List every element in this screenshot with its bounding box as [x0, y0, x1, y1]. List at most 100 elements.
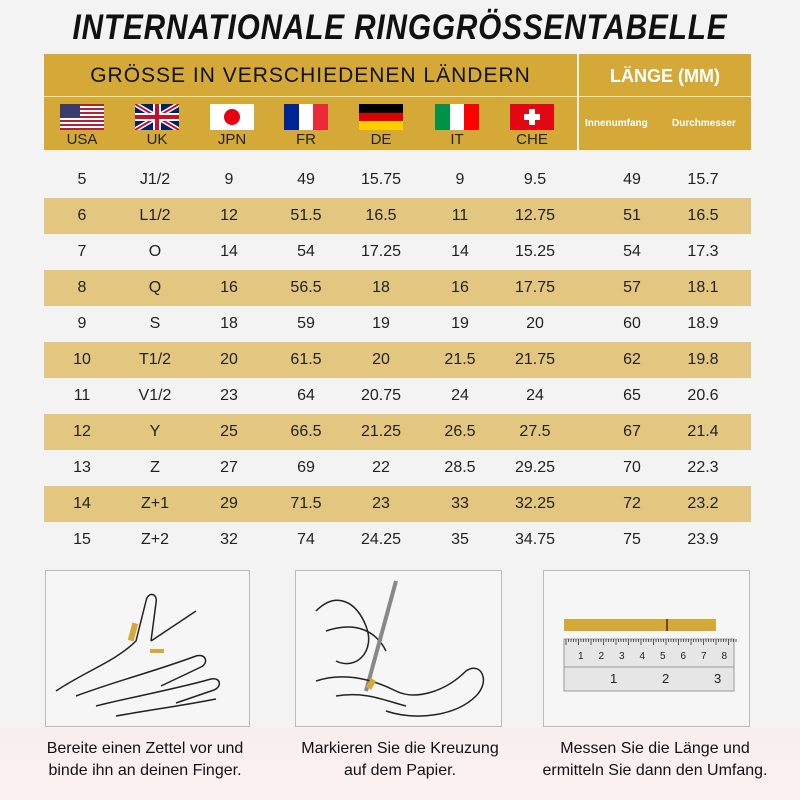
caption-line: ermitteln Sie dann den Umfang.	[542, 762, 768, 779]
table-cell: 27	[220, 459, 238, 476]
table-cell: 16	[451, 279, 469, 296]
table-row: 12 Y 25 66.5 21.25 26.5 27.5 67 21.4	[44, 414, 751, 450]
country-label: CHE	[516, 131, 548, 148]
table-row: 7 O 14 54 17.25 14 15.25 54 17.3	[44, 234, 751, 270]
table-cell: 12	[73, 423, 91, 440]
ruler-label: 5	[660, 651, 666, 662]
table-cell: 9.5	[523, 171, 547, 188]
table-cell: 21.4	[687, 423, 719, 440]
page-title: INTERNATIONALE RINGGRÖSSENTABELLE	[72, 8, 728, 47]
step-2-caption: Markieren Sie die Kreuzung auf dem Papie…	[270, 738, 530, 782]
inner-circumference-heading: Innenumfang	[585, 118, 648, 129]
hand-with-paper-strip-icon	[55, 593, 220, 717]
table-cell: 72	[623, 495, 641, 512]
table-cell: 65	[623, 387, 641, 404]
caption-background	[0, 728, 800, 800]
table-cell: 23.2	[687, 495, 719, 512]
table-cell: 71.5	[290, 495, 322, 512]
table-cell: 35	[451, 531, 469, 548]
hand-marking-pen-icon	[315, 580, 485, 717]
country-label: USA	[66, 131, 98, 148]
table-cell: L1/2	[139, 207, 171, 224]
table-cell: 20	[372, 351, 390, 368]
flag-fr: FR	[284, 104, 328, 148]
table-cell: 59	[297, 315, 315, 332]
table-cell: Z	[150, 459, 160, 476]
table-cell: 19.8	[687, 351, 719, 368]
table-cell: 15	[73, 531, 91, 548]
flag-che: CHE	[510, 104, 554, 148]
length-heading: LÄNGE (MM)	[610, 66, 720, 86]
table-cell: 21.25	[360, 423, 402, 440]
table-row: 15 Z+2 32 74 24.25 35 34.75 75 23.9	[44, 522, 751, 558]
header-divider	[577, 54, 579, 150]
table-cell: 20	[526, 315, 544, 332]
table-cell: 23	[372, 495, 390, 512]
table-cell: 54	[297, 243, 315, 260]
germany-flag-icon	[359, 104, 403, 130]
table-cell: 12	[220, 207, 238, 224]
ruler-label: 6	[681, 651, 687, 662]
table-cell: 74	[297, 531, 315, 548]
table-cell: 15.7	[687, 171, 719, 188]
ruler-label: 7	[701, 651, 707, 662]
table-cell: 20	[220, 351, 238, 368]
table-cell: 8	[77, 279, 87, 296]
table-row: 6 L1/2 12 51.5 16.5 11 12.75 51 16.5	[44, 198, 751, 234]
table-cell: 6	[77, 207, 87, 224]
ruler-label: 1	[578, 651, 584, 662]
ruler-label: 8	[722, 651, 728, 662]
table-cell: 16.5	[687, 207, 719, 224]
table-cell: 51.5	[290, 207, 322, 224]
flag-de: DE	[359, 104, 403, 148]
table-cell: 67	[623, 423, 641, 440]
table-cell: 10	[73, 351, 91, 368]
table-cell: Z+2	[140, 531, 169, 548]
table-cell: 60	[623, 315, 641, 332]
step-1-illustration	[45, 570, 250, 727]
table-cell: 20.6	[687, 387, 719, 404]
table-cell: 9	[455, 171, 465, 188]
table-cell: 15.25	[514, 243, 556, 260]
table-cell: 22	[372, 459, 390, 476]
table-cell: 17.25	[360, 243, 402, 260]
table-cell: 21.75	[514, 351, 556, 368]
table-cell: 56.5	[290, 279, 322, 296]
flag-uk: UK	[135, 104, 179, 148]
table-cell: 34.75	[514, 531, 556, 548]
caption-line: binde ihn an deinen Finger.	[48, 762, 242, 779]
ruler-label: 3	[714, 671, 721, 686]
table-cell: 66.5	[290, 423, 322, 440]
diameter-heading: Durchmesser	[672, 118, 736, 129]
table-cell: 26.5	[444, 423, 476, 440]
flag-jpn: JPN	[210, 104, 254, 148]
table-cell: 16	[220, 279, 238, 296]
table-cell: 13	[73, 459, 91, 476]
table-cell: 14	[451, 243, 469, 260]
switzerland-flag-icon	[510, 104, 554, 130]
table-cell: 27.5	[519, 423, 551, 440]
table-cell: 18.9	[687, 315, 719, 332]
table-cell: 24	[526, 387, 544, 404]
table-cell: 5	[77, 171, 87, 188]
table-cell: 54	[623, 243, 641, 260]
table-row: 10 T1/2 20 61.5 20 21.5 21.75 62 19.8	[44, 342, 751, 378]
table-cell: 28.5	[444, 459, 476, 476]
table-row: 5 J1/2 9 49 15.75 9 9.5 49 15.7	[44, 162, 751, 198]
table-cell: Z+1	[140, 495, 169, 512]
table-cell: 25	[220, 423, 238, 440]
table-cell: Q	[148, 279, 162, 296]
table-cell: 9	[77, 315, 87, 332]
table-header: GRÖSSE IN VERSCHIEDENEN LÄNDERN LÄNGE (M…	[44, 54, 751, 150]
table-cell: 19	[372, 315, 390, 332]
table-cell: O	[148, 243, 162, 260]
japan-flag-icon	[210, 104, 254, 130]
step-2-illustration	[295, 570, 502, 727]
ruler-label: 1	[610, 671, 617, 686]
table-row: 9 S 18 59 19 19 20 60 18.9	[44, 306, 751, 342]
caption-line: auf dem Papier.	[343, 762, 457, 779]
header-divider-horizontal	[44, 96, 751, 97]
table-cell: 61.5	[290, 351, 322, 368]
table-cell: 7	[77, 243, 87, 260]
